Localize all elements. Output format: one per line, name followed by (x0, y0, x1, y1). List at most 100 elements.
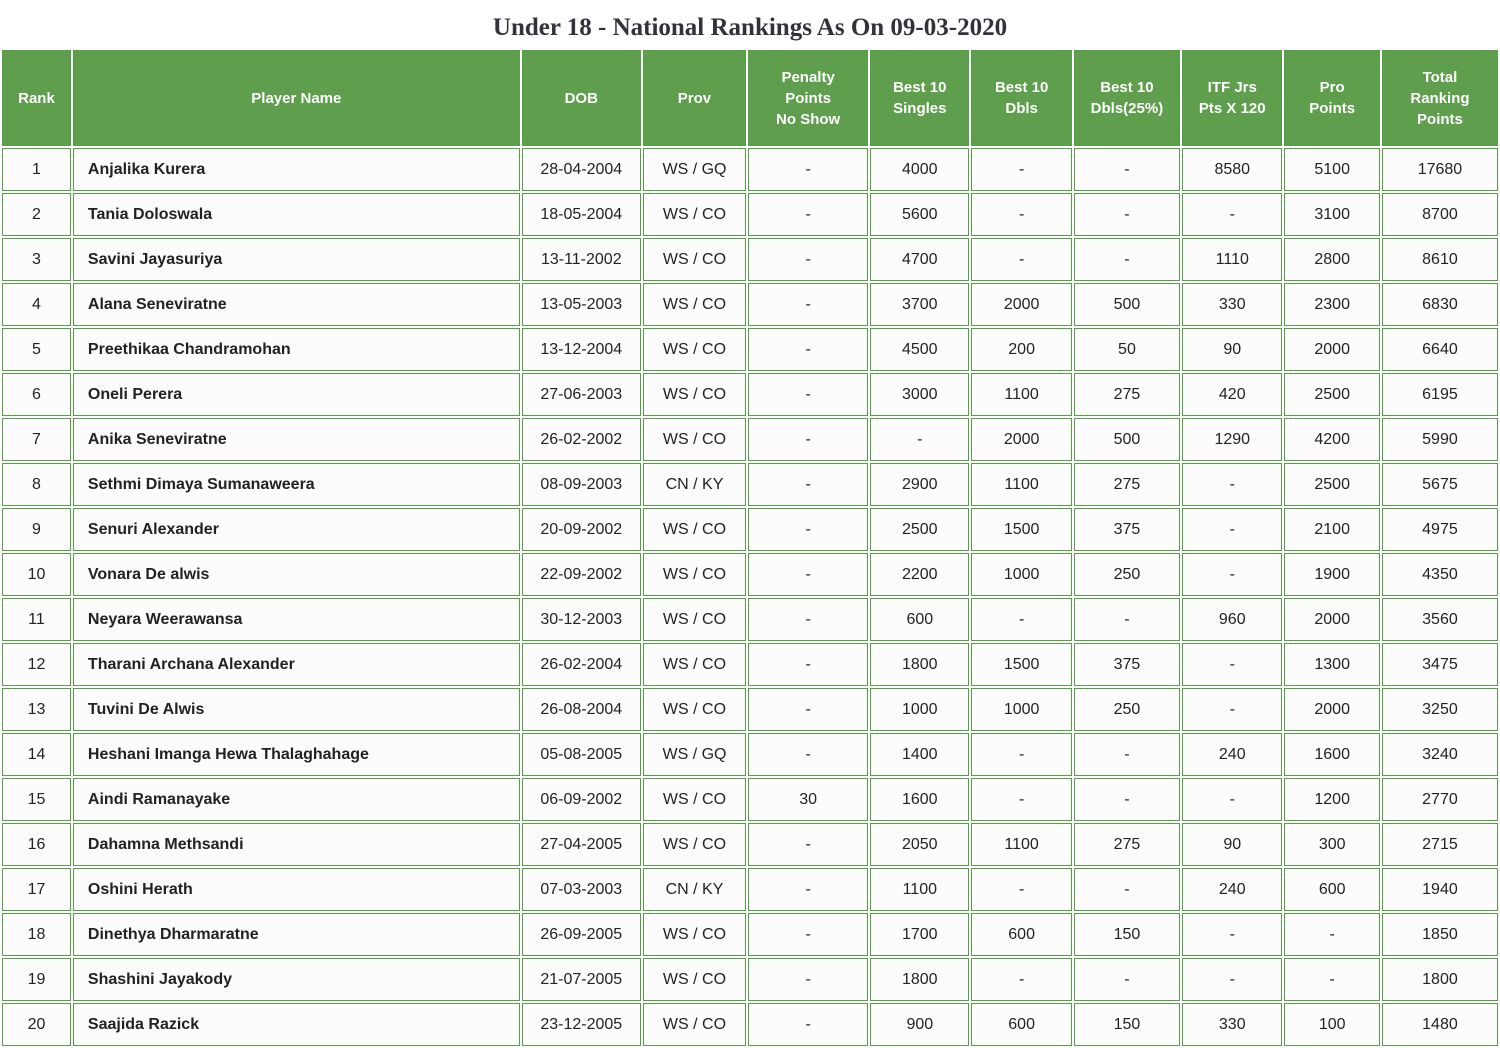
penalty-points-cell: - (748, 733, 869, 776)
total-ranking-points-cell: 6830 (1381, 283, 1498, 326)
dob-cell: 28-04-2004 (521, 148, 641, 191)
prov-cell: CN / KY (642, 868, 747, 911)
table-row: 11 Neyara Weerawansa 30-12-2003 WS / CO -600… (2, 598, 1498, 641)
itf-jrs-pts-cell: 330 (1182, 283, 1283, 326)
best10-dbls-cell: 200 (971, 328, 1072, 371)
best10-dbls25-cell: 500 (1073, 283, 1181, 326)
dob-cell: 26-02-2004 (521, 643, 641, 686)
dob-cell: 26-09-2005 (521, 913, 641, 956)
penalty-points-cell: - (748, 193, 869, 236)
header-row: Rank Player Name DOB Prov Penalty Points No … (2, 50, 1498, 146)
total-ranking-points-cell: 3560 (1381, 598, 1498, 641)
best10-singles-cell: 600 (870, 598, 970, 641)
table-row: 3 Savini Jayasuriya 13-11-2002 WS / CO -4700… (2, 238, 1498, 281)
best10-dbls-cell: - (971, 148, 1072, 191)
dob-cell: 26-02-2002 (521, 418, 641, 461)
penalty-points-cell: - (748, 418, 869, 461)
player-name-cell: Aindi Ramanayake (72, 778, 520, 821)
penalty-points-cell: - (748, 553, 869, 596)
pro-points-cell: 2300 (1284, 283, 1380, 326)
best10-dbls-cell: - (971, 868, 1072, 911)
best10-dbls25-cell: 375 (1073, 643, 1181, 686)
best10-singles-cell: 1800 (870, 643, 970, 686)
dob-cell: 13-11-2002 (521, 238, 641, 281)
itf-jrs-pts-cell: - (1182, 463, 1283, 506)
column-header-rank: Rank (2, 50, 71, 146)
best10-dbls-cell: - (971, 958, 1072, 1001)
rank-cell: 8 (2, 463, 71, 506)
total-ranking-points-cell: 1850 (1381, 913, 1498, 956)
rank-cell: 19 (2, 958, 71, 1001)
rank-cell: 7 (2, 418, 71, 461)
dob-cell: 13-05-2003 (521, 283, 641, 326)
prov-cell: WS / CO (642, 553, 747, 596)
best10-dbls25-cell: 275 (1073, 463, 1181, 506)
player-name-cell: Oshini Herath (72, 868, 520, 911)
column-header-pro-points: Pro Points (1284, 50, 1380, 146)
prov-cell: CN / KY (642, 463, 747, 506)
best10-singles-cell: 4000 (870, 148, 970, 191)
itf-jrs-pts-cell: - (1182, 643, 1283, 686)
total-ranking-points-cell: 8610 (1381, 238, 1498, 281)
best10-dbls25-cell: - (1073, 148, 1181, 191)
dob-cell: 20-09-2002 (521, 508, 641, 551)
player-name-cell: Dahamna Methsandi (72, 823, 520, 866)
best10-dbls-cell: 1000 (971, 553, 1072, 596)
pro-points-cell: 2000 (1284, 328, 1380, 371)
best10-dbls25-cell: - (1073, 238, 1181, 281)
player-name-cell: Heshani Imanga Hewa Thalaghahage (72, 733, 520, 776)
itf-jrs-pts-cell: 90 (1182, 328, 1283, 371)
penalty-points-cell: - (748, 643, 869, 686)
itf-jrs-pts-cell: - (1182, 193, 1283, 236)
best10-dbls-cell: - (971, 238, 1072, 281)
best10-dbls-cell: 1500 (971, 508, 1072, 551)
total-ranking-points-cell: 2770 (1381, 778, 1498, 821)
pro-points-cell: 4200 (1284, 418, 1380, 461)
table-row: 8 Sethmi Dimaya Sumanaweera 08-09-2003 CN /… (2, 463, 1498, 506)
total-ranking-points-cell: 1940 (1381, 868, 1498, 911)
rank-cell: 11 (2, 598, 71, 641)
penalty-points-cell: - (748, 148, 869, 191)
best10-dbls-cell: - (971, 733, 1072, 776)
dob-cell: 23-12-2005 (521, 1003, 641, 1046)
pro-points-cell: 1200 (1284, 778, 1380, 821)
itf-jrs-pts-cell: - (1182, 553, 1283, 596)
pro-points-cell: - (1284, 958, 1380, 1001)
penalty-points-cell: - (748, 328, 869, 371)
column-header-player-name: Player Name (72, 50, 520, 146)
itf-jrs-pts-cell: - (1182, 958, 1283, 1001)
total-ranking-points-cell: 8700 (1381, 193, 1498, 236)
penalty-points-cell: - (748, 373, 869, 416)
best10-singles-cell: 1400 (870, 733, 970, 776)
rank-cell: 12 (2, 643, 71, 686)
rank-cell: 20 (2, 1003, 71, 1046)
best10-dbls-cell: 600 (971, 1003, 1072, 1046)
penalty-points-cell: - (748, 598, 869, 641)
dob-cell: 27-06-2003 (521, 373, 641, 416)
table-row: 10 Vonara De alwis 22-09-2002 WS / CO -2200 1… (2, 553, 1498, 596)
prov-cell: WS / CO (642, 643, 747, 686)
player-name-cell: Saajida Razick (72, 1003, 520, 1046)
rank-cell: 17 (2, 868, 71, 911)
rank-cell: 13 (2, 688, 71, 731)
penalty-points-cell: - (748, 1003, 869, 1046)
prov-cell: WS / CO (642, 508, 747, 551)
total-ranking-points-cell: 3475 (1381, 643, 1498, 686)
dob-cell: 07-03-2003 (521, 868, 641, 911)
total-ranking-points-cell: 3240 (1381, 733, 1498, 776)
dob-cell: 21-07-2005 (521, 958, 641, 1001)
best10-dbls-cell: 2000 (971, 283, 1072, 326)
player-name-cell: Sethmi Dimaya Sumanaweera (72, 463, 520, 506)
best10-singles-cell: 4500 (870, 328, 970, 371)
player-name-cell: Oneli Perera (72, 373, 520, 416)
penalty-points-cell: - (748, 868, 869, 911)
pro-points-cell: 2000 (1284, 688, 1380, 731)
column-header-best10-dbls25: Best 10 Dbls(25%) (1073, 50, 1181, 146)
penalty-points-cell: 30 (748, 778, 869, 821)
best10-singles-cell: 1700 (870, 913, 970, 956)
total-ranking-points-cell: 5675 (1381, 463, 1498, 506)
rank-cell: 3 (2, 238, 71, 281)
rank-cell: 16 (2, 823, 71, 866)
pro-points-cell: 600 (1284, 868, 1380, 911)
total-ranking-points-cell: 5990 (1381, 418, 1498, 461)
